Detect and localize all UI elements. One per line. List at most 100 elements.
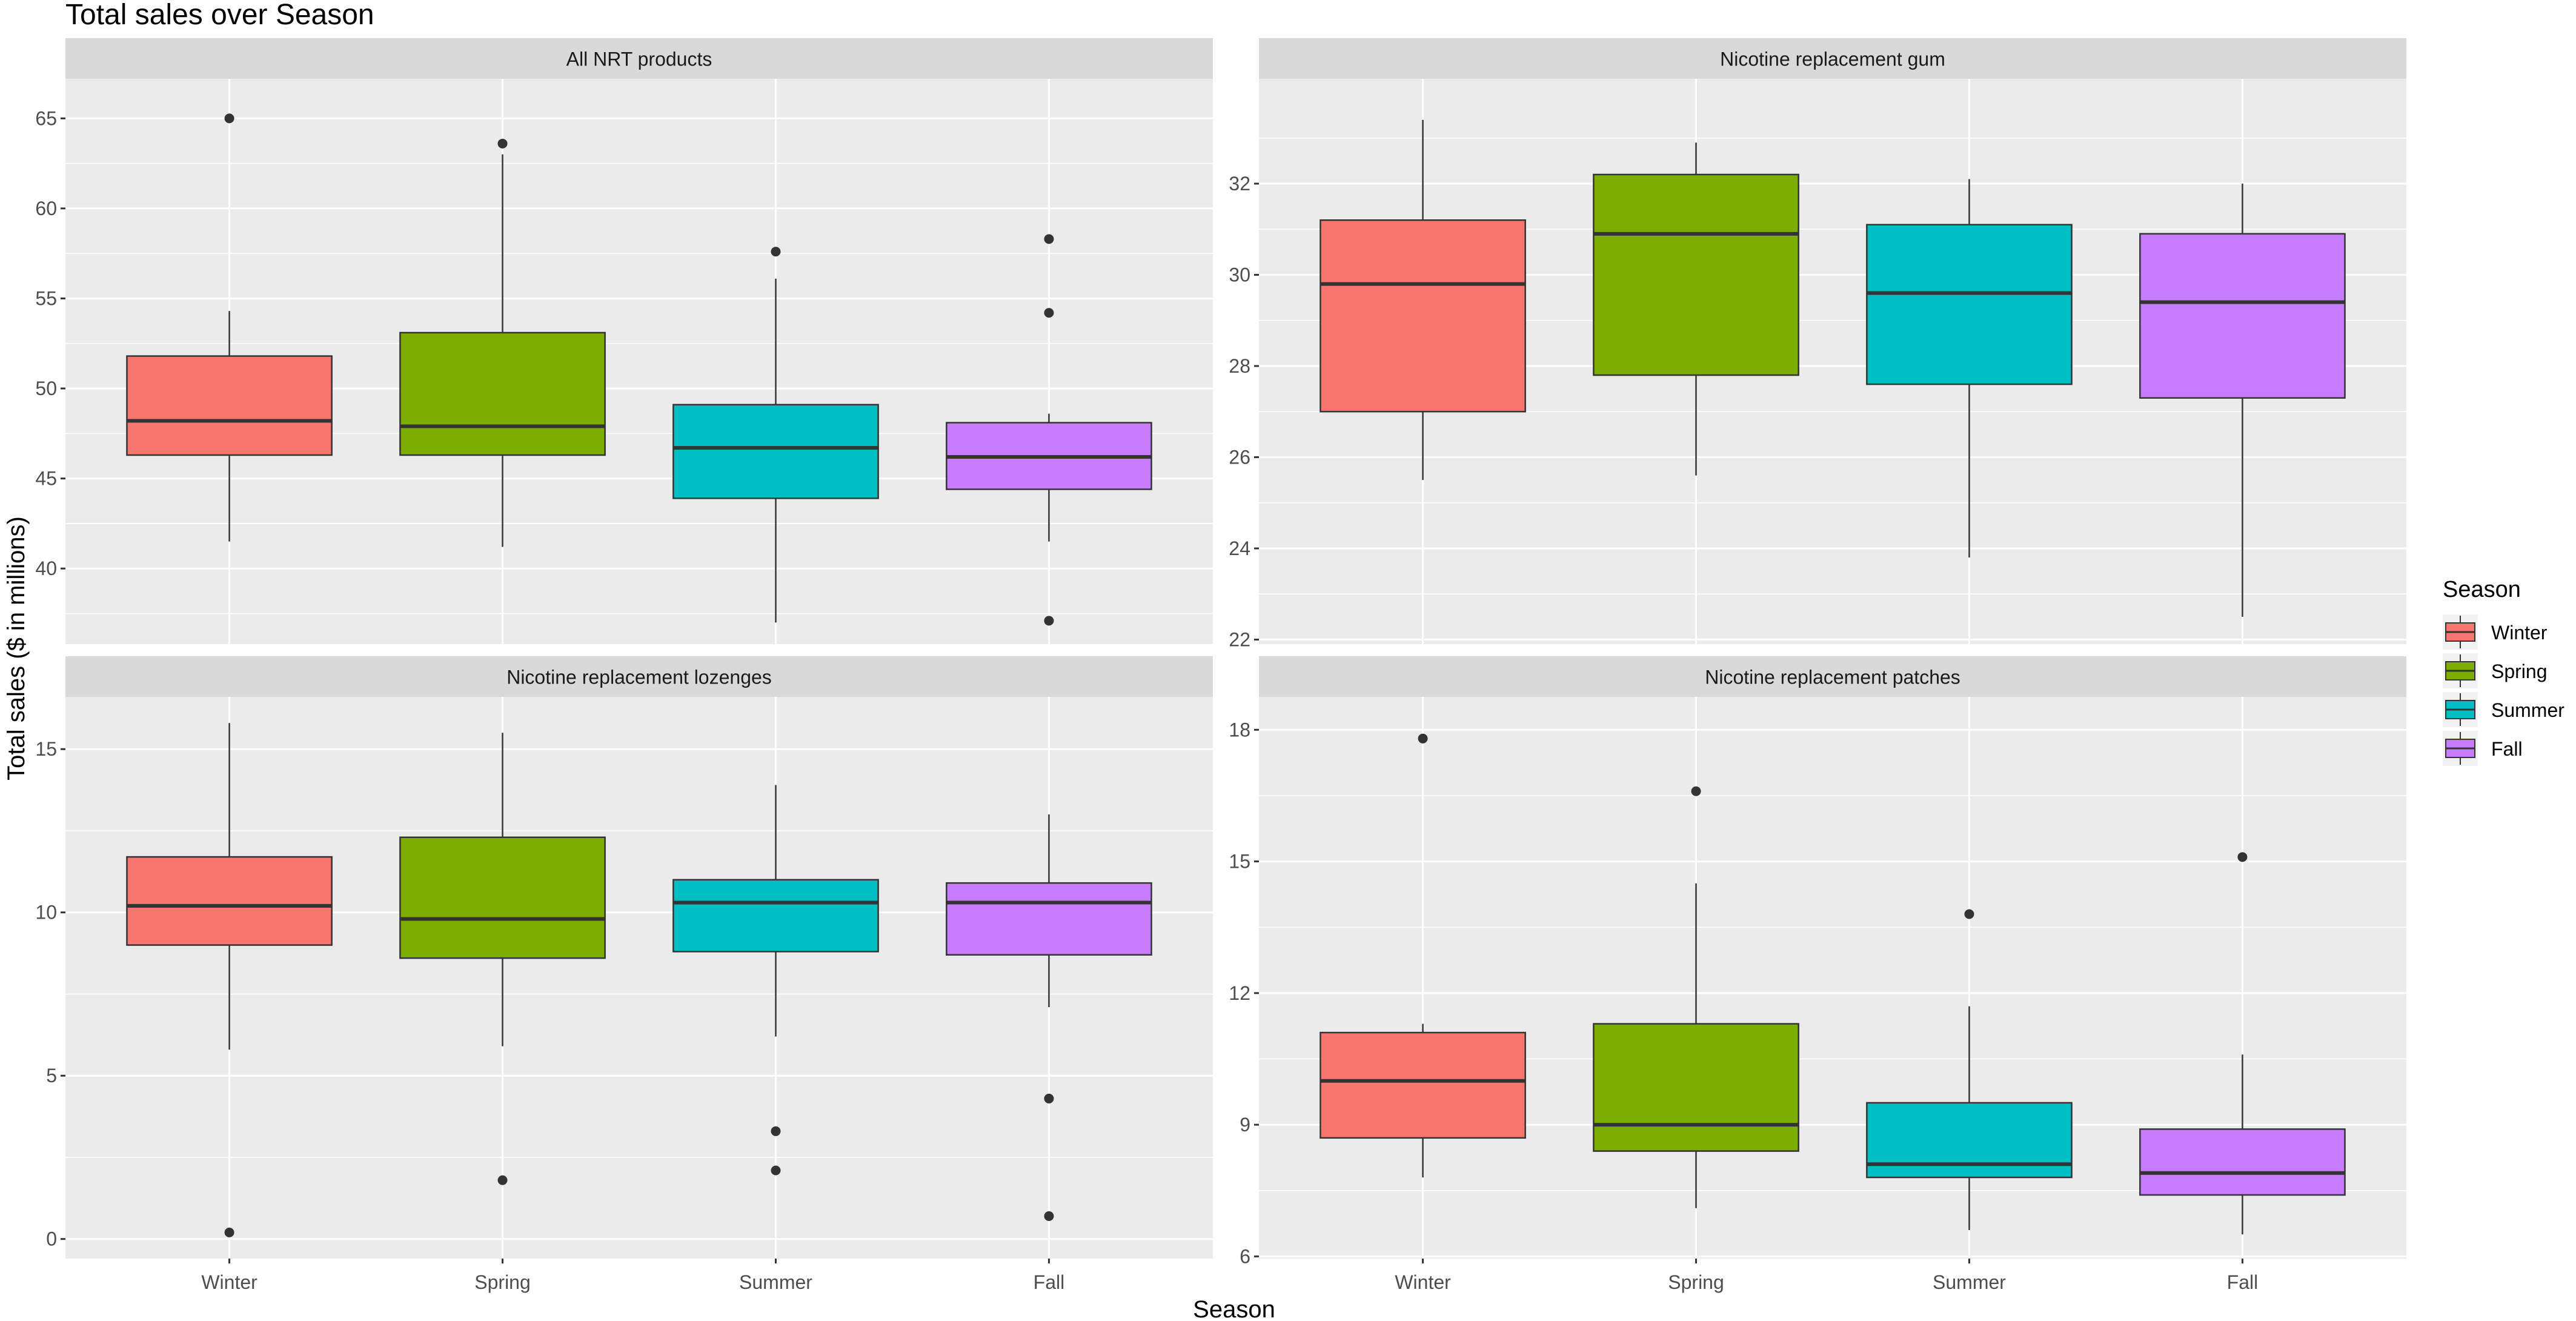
x-tick-label: Winter <box>1395 1271 1451 1293</box>
chart-title: Total sales over Season <box>65 0 374 31</box>
box-winter <box>1320 733 1526 1178</box>
box-iqr <box>1593 173 1799 376</box>
legend-title: Season <box>2443 577 2521 602</box>
y-tick-label: 45 <box>35 468 57 490</box>
legend-label: Winter <box>2491 622 2548 644</box>
box-iqr <box>672 879 879 953</box>
outlier-point <box>224 1227 234 1237</box>
box-iqr <box>1320 1031 1526 1139</box>
outlier-point <box>1044 308 1054 318</box>
legend-label: Fall <box>2491 738 2523 760</box>
facet-strip <box>1259 656 2406 697</box>
outlier-point <box>1044 234 1054 244</box>
x-tick-label: Winter <box>201 1271 257 1293</box>
x-tick-label: Summer <box>739 1271 812 1293</box>
box-summer <box>672 785 879 1176</box>
box-fall <box>946 234 1152 626</box>
box-summer <box>1866 179 2073 558</box>
box-iqr <box>672 404 879 499</box>
facet-title: Nicotine replacement lozenges <box>506 667 772 688</box>
box-fall <box>2139 184 2346 617</box>
x-axis-label: Season <box>1193 1296 1275 1321</box>
box-iqr <box>126 355 333 456</box>
outlier-point <box>1964 909 1974 919</box>
x-tick-label: Fall <box>2227 1271 2259 1293</box>
facet-title: Nicotine replacement gum <box>1720 48 1945 70</box>
box-iqr <box>2139 1128 2346 1196</box>
facet-panel: Nicotine replacement gum 22 24 26 28 30 32 <box>1229 38 2406 650</box>
box-winter <box>126 113 333 542</box>
legend-item-winter: Winter <box>2443 614 2548 650</box>
outlier-point <box>771 247 781 257</box>
box-winter <box>126 723 333 1237</box>
facet-strip <box>1259 38 2406 79</box>
y-tick-label: 24 <box>1229 537 1250 559</box>
outlier-point <box>1044 1211 1054 1221</box>
box-iqr <box>399 331 606 456</box>
outlier-point <box>497 138 508 148</box>
legend-item-fall: Fall <box>2443 731 2523 766</box>
box-iqr <box>1593 1023 1799 1152</box>
facet-title: All NRT products <box>566 48 712 70</box>
legend: Season Winter Spring Summer Fall <box>2443 577 2564 766</box>
outlier-point <box>2237 852 2248 862</box>
box-summer <box>1866 909 2073 1230</box>
y-tick-label: 12 <box>1229 982 1250 1004</box>
y-tick-label: 50 <box>35 378 57 399</box>
y-tick-label: 18 <box>1229 719 1250 740</box>
box-spring <box>399 138 606 547</box>
outlier-point <box>1691 786 1701 796</box>
box-winter <box>1320 119 1526 481</box>
box-iqr <box>1320 219 1526 413</box>
legend-label: Spring <box>2491 660 2548 682</box>
box-summer <box>672 247 879 623</box>
box-iqr <box>399 836 606 959</box>
outlier-point <box>771 1126 781 1136</box>
box-iqr <box>1866 224 2073 385</box>
y-tick-label: 15 <box>1229 851 1250 873</box>
box-spring <box>1593 142 1799 476</box>
facet-strip <box>65 38 1213 79</box>
y-tick-label: 15 <box>35 738 57 760</box>
facet-panel: All NRT products 40 45 50 55 60 65 <box>35 38 1213 644</box>
legend-items: Winter Spring Summer Fall <box>2443 614 2564 766</box>
x-tick-label: Spring <box>474 1271 531 1293</box>
y-tick-label: 40 <box>35 557 57 579</box>
y-tick-label: 32 <box>1229 173 1250 195</box>
y-tick-label: 9 <box>1240 1114 1250 1136</box>
x-tick-label: Summer <box>1933 1271 2006 1293</box>
box-fall <box>2139 852 2346 1235</box>
y-tick-label: 6 <box>1240 1245 1250 1267</box>
outlier-point <box>1044 1093 1054 1103</box>
legend-item-spring: Spring <box>2443 653 2548 688</box>
panel-background <box>65 697 1213 1259</box>
y-axis-label: Total sales ($ in millions) <box>3 516 30 780</box>
y-tick-label: 22 <box>1229 628 1250 650</box>
box-iqr <box>2139 233 2346 399</box>
box-spring <box>399 733 606 1185</box>
box-fall <box>946 814 1152 1221</box>
facet-title: Nicotine replacement patches <box>1705 667 1960 688</box>
facet-panel: Nicotine replacement patches 6 9 12 15 18 Wint… <box>1229 656 2406 1293</box>
outlier-point <box>224 113 234 124</box>
y-tick-label: 5 <box>46 1065 57 1086</box>
legend-label: Summer <box>2491 699 2564 721</box>
y-tick-label: 30 <box>1229 264 1250 286</box>
outlier-point <box>497 1175 508 1185</box>
y-tick-label: 10 <box>35 902 57 923</box>
y-tick-label: 65 <box>35 107 57 129</box>
box-iqr <box>946 882 1152 956</box>
box-iqr <box>1866 1102 2073 1179</box>
x-tick-label: Fall <box>1034 1271 1065 1293</box>
facet-panel: Nicotine replacement lozenges 0 5 10 15 Winte… <box>35 656 1213 1293</box>
x-tick-label: Spring <box>1668 1271 1724 1293</box>
outlier-point <box>771 1165 781 1176</box>
y-tick-label: 26 <box>1229 447 1250 468</box>
box-iqr <box>126 856 333 946</box>
legend-item-summer: Summer <box>2443 692 2564 727</box>
y-tick-label: 28 <box>1229 355 1250 377</box>
y-tick-label: 0 <box>46 1228 57 1250</box>
